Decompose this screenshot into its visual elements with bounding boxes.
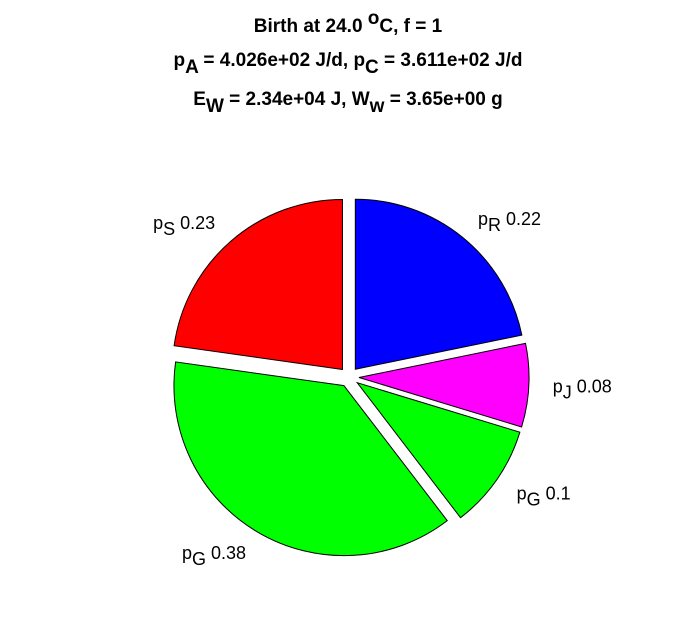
label-value: 0.23	[180, 213, 215, 233]
pie-slice	[354, 198, 523, 370]
pie-slice	[173, 198, 343, 371]
label-value: 0.1	[546, 483, 571, 503]
pie-slice	[358, 342, 530, 428]
title-sub: C	[365, 57, 379, 78]
label-sub: G	[527, 490, 541, 510]
chart-title: pA = 4.026e+02 J/d, pC = 3.611e+02 J/d	[174, 50, 523, 78]
title-sup: o	[368, 8, 380, 29]
slice-label: pG 0.38	[182, 543, 246, 569]
title-text: Birth at 24.0	[254, 16, 368, 37]
label-value: 0.22	[506, 209, 541, 229]
chart-title: Birth at 24.0 oC, f = 1	[254, 8, 443, 37]
chart-title: EW = 2.34e+04 J, Ww = 3.65e+00 g	[193, 89, 503, 117]
slice-label: pS 0.23	[153, 213, 215, 239]
title-text: = 3.611e+02 J/d	[379, 50, 523, 71]
title-text: C, f = 1	[379, 16, 442, 37]
title-text: p	[174, 50, 186, 71]
title-text: = 3.65e+00 g	[384, 89, 502, 110]
label-symbol: p	[517, 483, 527, 503]
title-text: E	[193, 89, 206, 110]
label-symbol: p	[182, 543, 192, 563]
slice-label: pR 0.22	[478, 209, 541, 235]
label-sub: J	[563, 383, 572, 403]
title-sub: w	[369, 96, 385, 117]
title-sub: W	[206, 96, 224, 117]
label-symbol: p	[478, 209, 488, 229]
pie-slice	[173, 361, 448, 557]
slice-label: pG 0.1	[517, 483, 571, 509]
label-sub: G	[192, 549, 206, 569]
label-value: 0.08	[577, 377, 612, 397]
title-text: = 2.34e+04 J, W	[224, 89, 370, 110]
label-symbol: p	[153, 213, 163, 233]
label-sub: S	[163, 219, 175, 239]
label-value: 0.38	[211, 543, 246, 563]
label-symbol: p	[553, 377, 563, 397]
title-sub: A	[185, 57, 199, 78]
pie-slice	[355, 381, 521, 519]
slice-label: pJ 0.08	[553, 377, 612, 403]
title-text: = 4.026e+02 J/d, p	[198, 50, 365, 71]
label-sub: R	[488, 215, 501, 235]
